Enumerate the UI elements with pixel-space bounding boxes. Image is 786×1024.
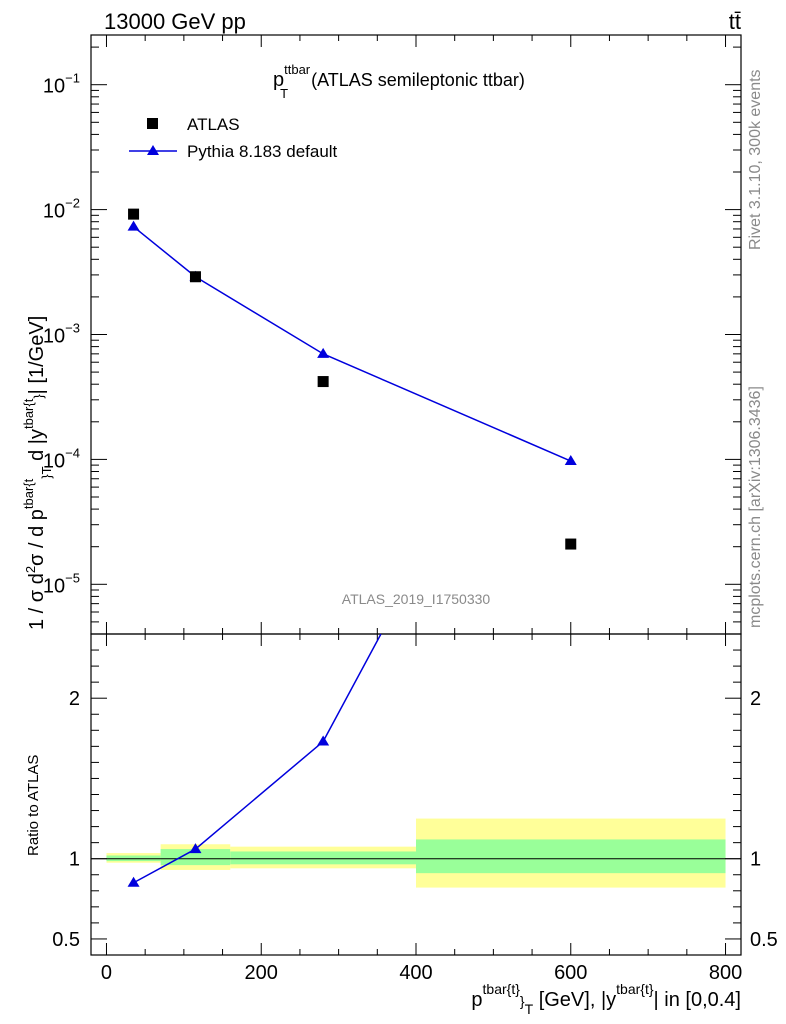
ratio-panel-frame (90, 633, 742, 956)
ratio-tick-label-right: 0.5 (750, 929, 778, 951)
band-inner-2 (230, 851, 416, 865)
analysis-watermark: ATLAS_2019_I1750330 (342, 591, 491, 607)
ratio-mc-point (127, 876, 140, 887)
ratio-tick-label-right: 1 (750, 849, 761, 871)
ratio-mc-point (189, 843, 202, 854)
ratio-tick-label: 0.5 (52, 929, 80, 951)
y-tick-label: 10−5 (43, 570, 80, 597)
legend-data-label: ATLAS (187, 115, 240, 134)
x-tick-label: 400 (399, 962, 432, 984)
x-tick-label: 800 (709, 962, 742, 984)
header-left: 13000 GeV pp (104, 9, 246, 34)
ratio-bands (91, 818, 741, 888)
ratio-tick-label-right: 2 (750, 688, 761, 710)
data-point (565, 538, 577, 550)
mc-point (564, 455, 577, 466)
x-axis-title: ptbar{t}}T [GeV], |ytbar{t}| in [0,0.4] (471, 981, 741, 1017)
y-axis-title-main: 1 / σ d2σ / d ptbar{t}T d |ytbar{t}| [1/… (21, 316, 54, 630)
y-tick-label: 10−3 (43, 321, 80, 348)
ratio-mc-line (133, 633, 382, 884)
ratio-tick-label: 1 (69, 849, 80, 871)
plot-title: pttbar T (ATLAS semileptonic ttbar) (273, 62, 525, 101)
data-point (189, 271, 201, 283)
band-inner-3 (416, 839, 726, 874)
y-tick-label: 10−2 (43, 196, 80, 223)
legend-data-marker (147, 118, 158, 129)
x-tick-label: 600 (554, 962, 587, 984)
mc-point (127, 220, 140, 231)
rivet-label: Rivet 3.1.10, 300k events (747, 69, 764, 250)
mc-point (317, 347, 330, 358)
legend-mc-label: Pythia 8.183 default (187, 142, 338, 161)
series-layer (127, 208, 577, 887)
ratio-tick-label: 2 (69, 688, 80, 710)
y-tick-label: 10−1 (43, 71, 80, 98)
axis-ticks: 0 200 400 600 800 10−1 10−2 10−3 10−4 10−5 0.5 0.5 1… (43, 35, 778, 984)
mcplots-label: mcplots.cern.ch [arXiv:1306.3436] (747, 386, 764, 628)
band-inner-1 (160, 849, 231, 866)
x-tick-label: 200 (245, 962, 278, 984)
y-axis-title-ratio: Ratio to ATLAS (25, 755, 42, 856)
x-tick-label: 0 (101, 962, 112, 984)
mc-line (133, 226, 572, 462)
ratio-mc-point (317, 735, 330, 746)
header-right: tt̄ (729, 9, 741, 34)
y-tick-label: 10−4 (43, 445, 80, 472)
data-point (317, 376, 329, 388)
data-point (128, 208, 140, 220)
legend-mc-marker (147, 145, 159, 155)
